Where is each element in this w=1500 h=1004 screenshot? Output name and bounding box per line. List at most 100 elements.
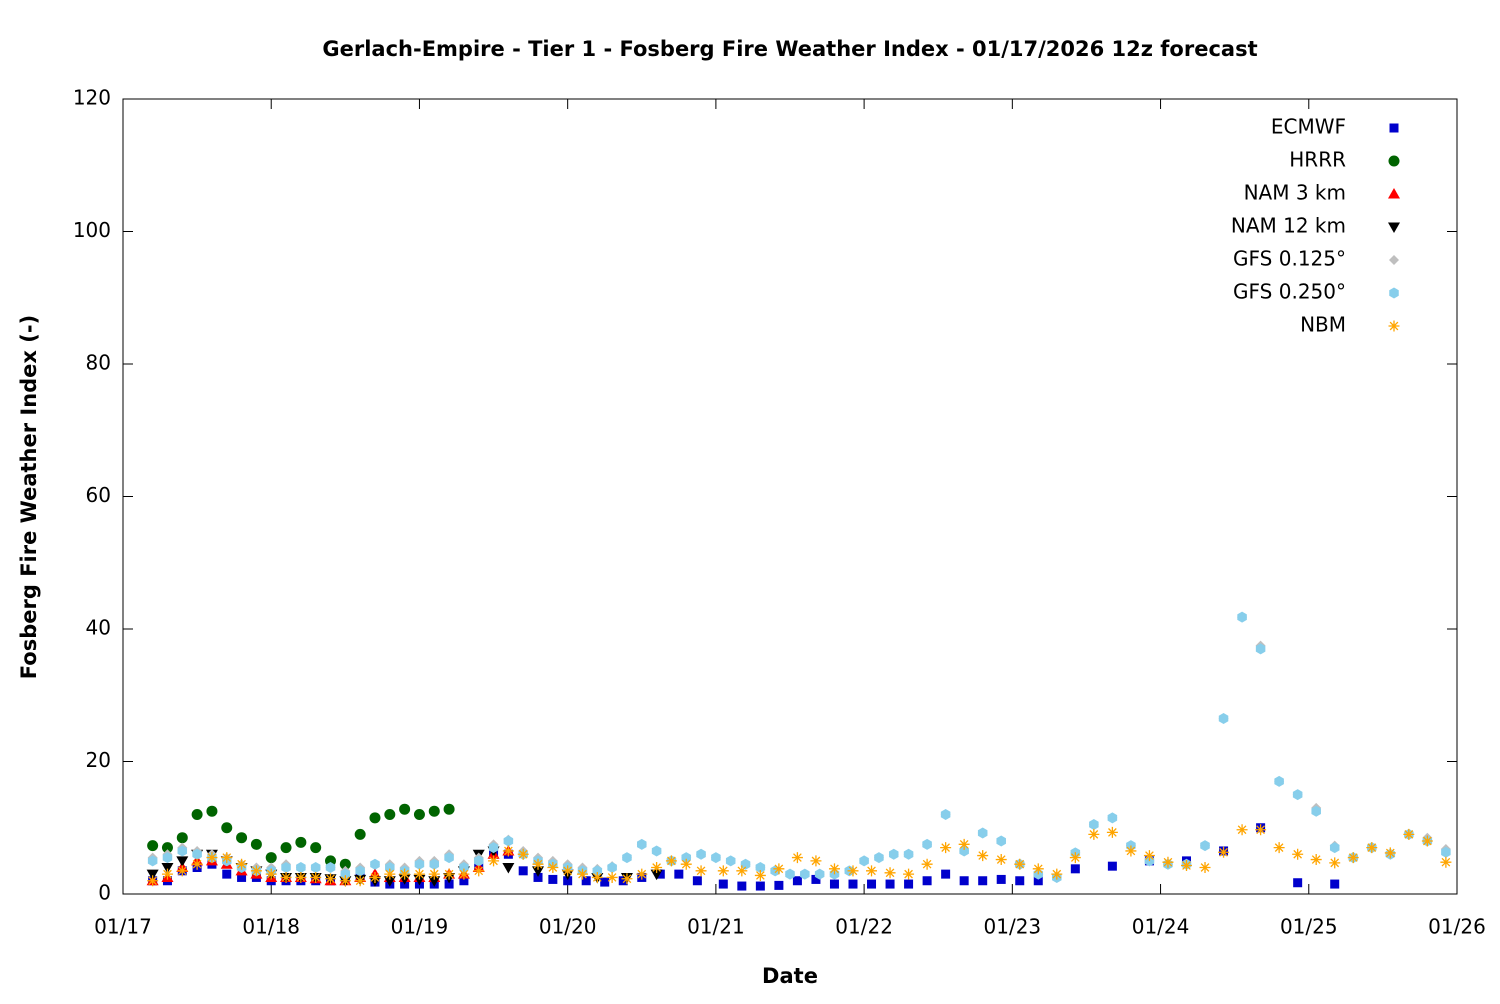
data-point: [502, 845, 514, 857]
data-point: [755, 862, 766, 873]
data-point: [1200, 840, 1210, 852]
data-point: [859, 855, 869, 867]
data-point: [369, 871, 381, 883]
data-point: [680, 858, 692, 870]
legend-label: NAM 12 km: [1231, 214, 1346, 238]
data-point: [339, 875, 351, 887]
data-point: [444, 852, 454, 864]
data-point: [296, 862, 306, 873]
data-point: [502, 863, 515, 874]
data-point: [339, 858, 351, 870]
data-point: [829, 879, 839, 889]
data-point: [399, 868, 411, 880]
legend-label: GFS 0.250°: [1233, 280, 1346, 304]
data-point: [383, 876, 396, 887]
data-point: [473, 855, 484, 867]
data-point: [736, 865, 748, 877]
data-point: [1421, 835, 1433, 847]
data-point: [740, 858, 751, 870]
data-point: [176, 832, 188, 844]
data-point: [1089, 818, 1099, 830]
data-point: [1106, 826, 1118, 838]
x-tick-label: 01/21: [687, 915, 745, 939]
data-point: [1015, 876, 1025, 886]
data-point: [413, 868, 425, 880]
data-point: [532, 866, 545, 877]
data-point: [1162, 856, 1174, 868]
data-point: [237, 872, 247, 882]
data-point: [1292, 789, 1303, 801]
data-point: [1051, 868, 1063, 880]
data-point: [206, 852, 218, 864]
data-point: [621, 873, 633, 885]
data-point: [977, 827, 988, 839]
data-point: [1347, 852, 1359, 864]
data-point: [1199, 862, 1211, 873]
y-axis-label: Fosberg Fire Weather Index (-): [17, 315, 41, 679]
data-point: [1384, 847, 1396, 859]
data-point: [1403, 828, 1415, 840]
data-point: [1236, 824, 1248, 836]
data-point: [1218, 846, 1230, 858]
data-point: [265, 852, 277, 864]
data-point: [1255, 824, 1267, 836]
data-point: [651, 845, 662, 857]
legend-label: HRRR: [1289, 148, 1346, 172]
data-point: [162, 852, 173, 864]
legend-label: GFS 0.125°: [1233, 247, 1346, 271]
y-tick-label: 120: [73, 86, 111, 110]
data-point: [959, 876, 969, 886]
data-point: [265, 868, 277, 880]
data-point: [665, 855, 677, 867]
data-point: [354, 828, 366, 840]
data-point: [222, 869, 232, 879]
data-point: [503, 835, 514, 847]
data-point: [1293, 878, 1303, 888]
data-point: [576, 868, 588, 880]
data-point: [192, 848, 202, 860]
data-point: [867, 879, 877, 889]
data-point: [310, 862, 321, 873]
data-point: [810, 855, 822, 867]
data-point: [592, 865, 603, 877]
data-point: [996, 874, 1006, 884]
data-point: [811, 874, 821, 884]
data-point: [295, 871, 307, 883]
data-point: [695, 865, 707, 877]
data-point: [1180, 860, 1192, 872]
data-point: [996, 835, 1006, 847]
x-tick-label: 01/22: [835, 915, 893, 939]
data-point: [773, 863, 785, 875]
data-point: [1274, 775, 1284, 787]
legend-marker: [1388, 188, 1400, 199]
data-point: [161, 842, 173, 854]
data-point: [737, 881, 747, 891]
data-point: [600, 877, 610, 887]
legend-marker: [1389, 123, 1399, 133]
data-point: [921, 858, 933, 870]
x-tick-label: 01/25: [1280, 915, 1338, 939]
data-point: [191, 809, 203, 820]
data-point: [488, 842, 499, 854]
data-point: [1237, 611, 1247, 623]
data-point: [866, 865, 878, 877]
data-point: [281, 862, 291, 873]
data-point: [295, 836, 307, 848]
legend-label: NAM 3 km: [1244, 181, 1346, 205]
data-point: [622, 852, 632, 864]
data-point: [674, 869, 684, 879]
data-point: [1311, 805, 1321, 817]
data-point: [874, 852, 884, 864]
legend-label: ECMWF: [1271, 115, 1346, 139]
data-point: [1088, 828, 1100, 840]
data-point: [1107, 812, 1118, 824]
data-point: [1069, 852, 1081, 864]
legend-marker: [1388, 155, 1400, 167]
data-point: [221, 852, 233, 864]
x-tick-label: 01/23: [984, 915, 1042, 939]
data-point: [1033, 876, 1043, 886]
data-point: [581, 876, 591, 886]
x-tick-label: 01/18: [242, 915, 300, 939]
data-point: [903, 868, 915, 880]
